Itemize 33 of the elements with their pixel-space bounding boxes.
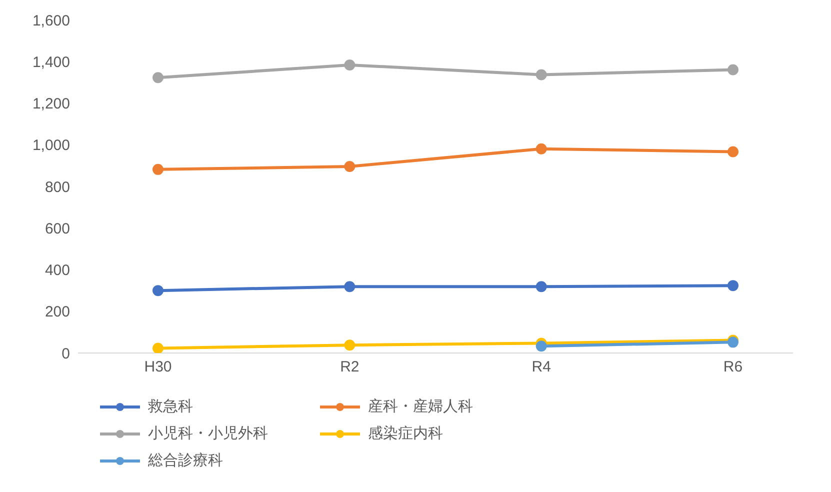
point xyxy=(152,72,164,84)
y-tick-label: 400 xyxy=(44,262,70,280)
point xyxy=(536,340,547,352)
point xyxy=(344,161,356,172)
x-tick-label: R6 xyxy=(723,358,743,376)
x-tick-label: H30 xyxy=(144,358,172,376)
y-tick-label: 1,200 xyxy=(32,96,70,113)
y-tick-label: 600 xyxy=(44,220,70,238)
legend-label: 総合診療科 xyxy=(148,451,223,470)
y-tick-label: 1,600 xyxy=(32,12,70,30)
point xyxy=(728,64,738,76)
legend-label: 救急科 xyxy=(148,397,193,416)
x-tick-label: R2 xyxy=(340,358,360,376)
point xyxy=(536,69,547,80)
point xyxy=(152,342,164,353)
y-tick-label: 1,000 xyxy=(32,137,70,154)
y-tick-label: 200 xyxy=(44,304,70,321)
y-tick-label: 800 xyxy=(44,178,70,196)
point xyxy=(728,146,738,158)
point xyxy=(344,59,356,70)
point xyxy=(344,340,356,351)
point xyxy=(728,280,738,292)
legend-label: 産科・産婦人科 xyxy=(368,397,473,416)
y-tick-label: 1,400 xyxy=(32,54,70,71)
point xyxy=(536,281,547,292)
legend-label: 小児科・小児外科 xyxy=(148,424,268,443)
point xyxy=(536,143,547,154)
legend-label: 感染症内科 xyxy=(368,424,443,443)
point xyxy=(344,281,356,292)
point xyxy=(152,164,164,175)
x-tick-label: R4 xyxy=(532,358,551,376)
y-tick-label: 0 xyxy=(62,345,70,362)
point xyxy=(152,285,164,296)
